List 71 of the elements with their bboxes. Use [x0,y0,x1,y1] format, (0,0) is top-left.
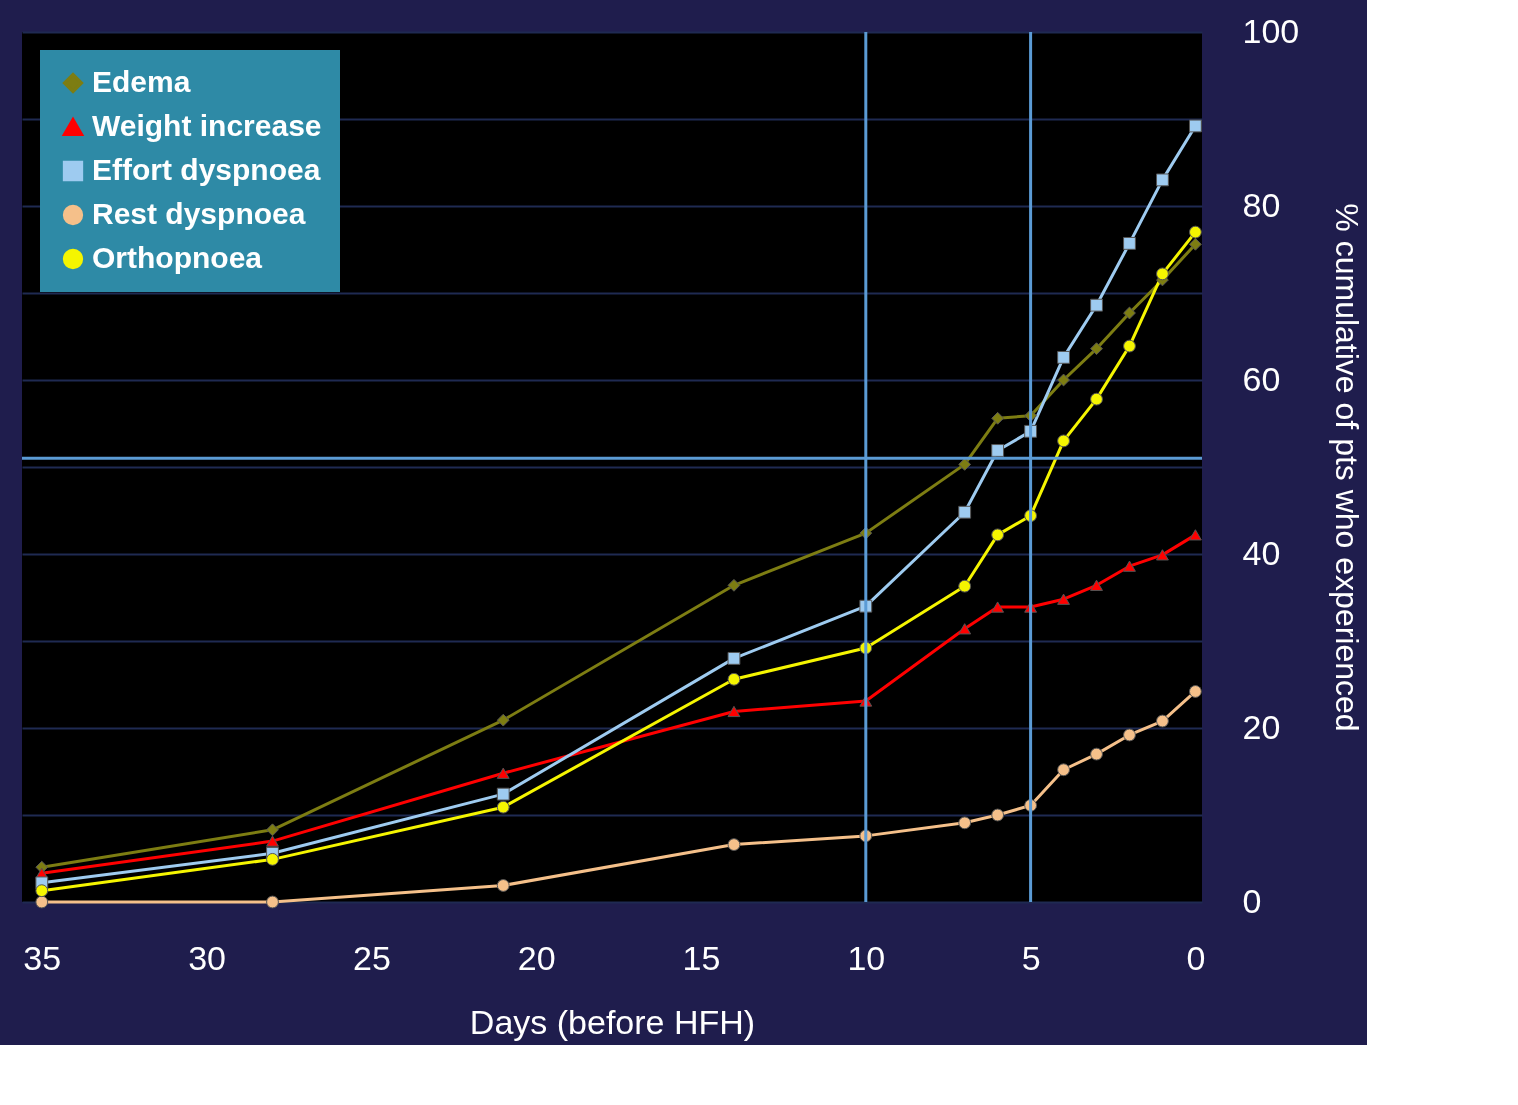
point [991,444,1005,457]
x-tick-label: 30 [188,938,226,977]
legend-label: Effort dyspnoea [92,153,321,186]
point [1123,560,1136,572]
point [727,672,741,686]
y-axis-title: % cumulative of pts who experienced [1329,203,1366,732]
point [35,884,49,898]
point [727,838,741,851]
point [958,579,972,593]
point [266,823,279,837]
point [727,578,741,592]
legend-label: Weight increase [92,109,322,142]
point [496,787,510,801]
point [958,623,972,635]
point [1188,685,1202,698]
point [1123,339,1136,353]
point [991,808,1005,822]
x-tick-label: 20 [517,938,556,977]
point [1057,593,1070,605]
y-tick-label: 0 [1242,881,1262,920]
point [991,601,1005,613]
point [727,705,741,718]
point [958,505,972,519]
point [1057,373,1070,387]
point [991,528,1005,542]
y-tick-label: 60 [1242,359,1281,398]
point [1188,225,1202,239]
point [1057,434,1070,448]
point [1156,173,1169,187]
point [1057,350,1070,364]
legend-label: Edema [92,65,191,98]
x-tick-label: 0 [1186,938,1206,977]
point [1090,747,1103,761]
x-axis-title: Days (before HFH) [469,1002,756,1041]
point [496,713,510,727]
y-tick-label: 20 [1242,707,1281,746]
point [1090,342,1103,356]
point [958,816,972,830]
point [1123,728,1136,742]
x-tick-label: 15 [682,938,721,977]
point [266,835,279,847]
point [35,895,49,909]
point [266,852,279,866]
legend-label: Orthopnoea [92,241,263,274]
point [496,767,510,779]
point [266,895,279,909]
point [496,800,510,814]
point [1090,298,1103,312]
point [1057,763,1070,777]
point [1188,237,1202,251]
y-tick-label: 40 [1242,533,1281,572]
point [1123,306,1136,320]
legend-label: Rest dyspnoea [92,197,306,230]
y-tick-label: 80 [1242,185,1281,224]
point [1156,549,1169,561]
point [1156,714,1169,728]
y-tick-label: 100 [1242,11,1300,50]
point [1188,119,1202,133]
point [1090,392,1103,406]
point [991,411,1005,425]
point [1090,579,1103,591]
x-tick-label: 5 [1021,938,1041,977]
point [727,651,741,665]
x-tick-label: 25 [352,938,391,977]
point [958,457,972,471]
x-tick-label: 10 [847,938,886,977]
x-tick-label: 35 [23,938,62,977]
point [496,879,510,892]
point [1123,236,1136,250]
point [1188,529,1202,541]
point [1156,267,1169,281]
